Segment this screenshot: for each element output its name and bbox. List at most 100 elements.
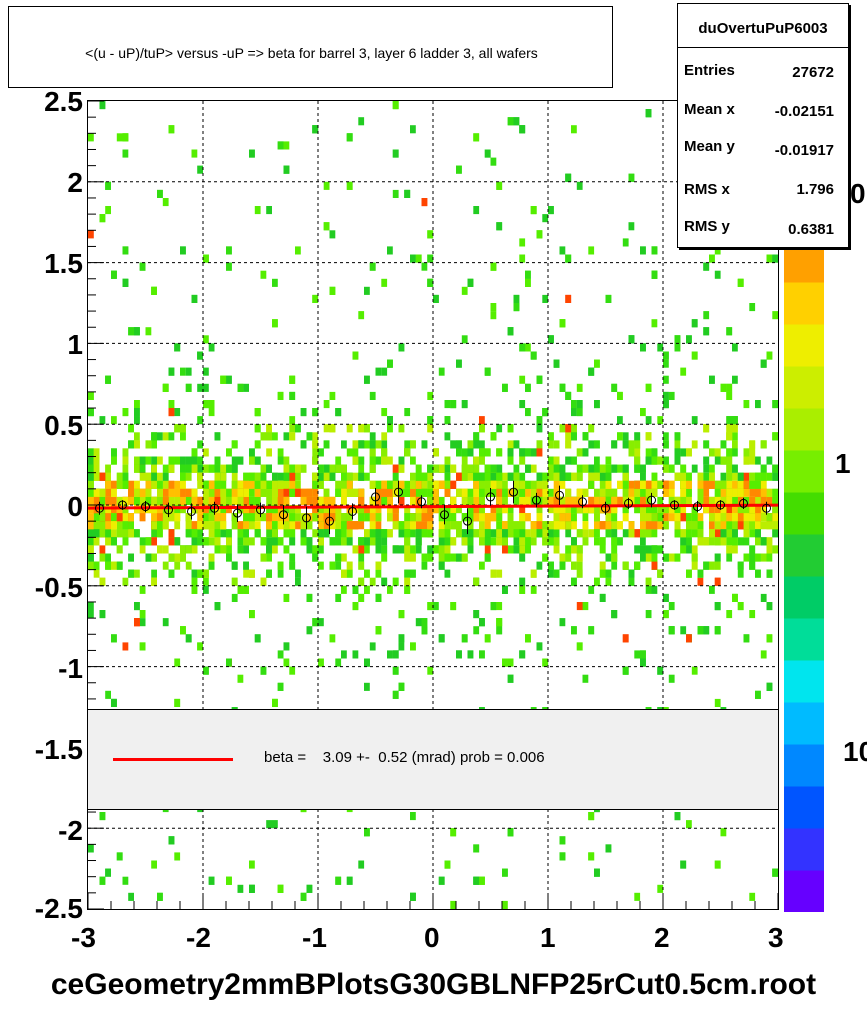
heatmap-cell bbox=[329, 561, 336, 570]
heatmap-cell bbox=[703, 440, 710, 449]
heatmap-cell bbox=[714, 480, 721, 489]
heatmap-cell bbox=[461, 448, 468, 457]
heatmap-cell bbox=[295, 480, 301, 489]
heatmap-cell bbox=[525, 496, 531, 505]
heatmap-cell bbox=[203, 335, 209, 344]
heatmap-cell bbox=[318, 505, 324, 514]
heatmap-cell bbox=[295, 577, 301, 586]
heatmap-cell bbox=[536, 561, 543, 570]
heatmap-cell bbox=[128, 424, 134, 433]
heatmap-cell bbox=[208, 488, 215, 497]
heatmap-cell bbox=[358, 440, 365, 449]
heatmap-cell bbox=[611, 505, 618, 514]
heatmap-cell bbox=[208, 876, 215, 885]
heatmap-cell bbox=[180, 496, 186, 505]
heatmap-cell bbox=[266, 529, 272, 538]
heatmap-cell bbox=[369, 537, 376, 546]
heatmap-cell bbox=[392, 690, 399, 699]
heatmap-cell bbox=[174, 480, 181, 489]
heatmap-cell bbox=[427, 553, 434, 562]
heatmap-cell bbox=[714, 553, 721, 562]
heatmap-cell bbox=[272, 545, 278, 554]
heatmap-cell bbox=[335, 876, 342, 885]
heatmap-cell bbox=[749, 496, 756, 505]
heatmap-cell bbox=[714, 698, 721, 707]
heatmap-cell bbox=[341, 569, 347, 578]
heatmap-cell bbox=[772, 529, 778, 538]
heatmap-cell bbox=[358, 561, 365, 570]
heatmap-cell bbox=[93, 496, 100, 505]
heatmap-cell bbox=[116, 513, 123, 522]
heatmap-cell bbox=[473, 610, 480, 619]
heatmap-cell bbox=[283, 488, 290, 497]
heatmap-cell bbox=[490, 602, 497, 611]
heatmap-cell bbox=[185, 488, 192, 497]
heatmap-cell bbox=[444, 488, 451, 497]
heatmap-cell bbox=[490, 303, 497, 312]
heatmap-cell bbox=[231, 456, 238, 465]
heatmap-cell bbox=[726, 505, 733, 514]
heatmap-cell bbox=[709, 375, 715, 384]
heatmap-cell bbox=[479, 505, 485, 514]
heatmap-cell bbox=[640, 513, 646, 522]
heatmap-cell bbox=[111, 480, 117, 489]
heatmap-cell bbox=[415, 545, 422, 554]
heatmap-cell bbox=[266, 488, 272, 497]
heatmap-cell bbox=[410, 488, 416, 497]
heatmap-cell bbox=[726, 383, 733, 392]
heatmap-cell bbox=[726, 327, 733, 336]
heatmap-cell bbox=[266, 432, 272, 441]
heatmap-cell bbox=[542, 214, 549, 223]
heatmap-cell bbox=[105, 181, 111, 190]
heatmap-cell bbox=[502, 496, 508, 505]
heatmap-cell bbox=[709, 513, 715, 522]
heatmap-cell bbox=[93, 569, 100, 578]
heatmap-cell bbox=[553, 521, 560, 530]
heatmap-cell bbox=[151, 464, 157, 473]
heatmap-cell bbox=[174, 698, 181, 707]
heatmap-cell bbox=[272, 278, 278, 287]
heatmap-cell bbox=[709, 529, 715, 538]
heatmap-cell bbox=[392, 513, 399, 522]
heatmap-cell bbox=[404, 537, 411, 546]
heatmap-cell bbox=[398, 424, 405, 433]
heatmap-cell bbox=[513, 480, 520, 489]
heatmap-cell bbox=[576, 464, 583, 473]
heatmap-cell bbox=[657, 496, 664, 505]
heatmap-cell bbox=[185, 464, 192, 473]
heatmap-cell bbox=[99, 472, 106, 481]
heatmap-cell bbox=[668, 553, 675, 562]
heatmap-cell bbox=[691, 351, 698, 360]
heatmap-cell bbox=[525, 545, 531, 554]
heatmap-cell bbox=[197, 537, 203, 546]
heatmap-cell bbox=[559, 553, 566, 562]
heatmap-cell bbox=[99, 553, 106, 562]
heatmap-cell bbox=[473, 577, 480, 586]
heatmap-cell bbox=[346, 876, 353, 885]
heatmap-cell bbox=[168, 488, 175, 497]
heatmap-cell bbox=[283, 141, 290, 150]
heatmap-cell bbox=[277, 448, 284, 457]
heatmap-cell bbox=[444, 569, 451, 578]
heatmap-cell bbox=[743, 456, 750, 465]
heatmap-cell bbox=[415, 618, 422, 627]
heatmap-cell bbox=[749, 303, 756, 312]
heatmap-cell bbox=[628, 569, 635, 578]
heatmap-cell bbox=[502, 868, 508, 877]
heatmap-cell bbox=[450, 464, 457, 473]
heatmap-cell bbox=[151, 286, 157, 295]
heatmap-cell bbox=[542, 553, 549, 562]
heatmap-cell bbox=[226, 545, 232, 554]
heatmap-cell bbox=[226, 537, 232, 546]
heatmap-cell bbox=[381, 553, 388, 562]
heatmap-cell bbox=[680, 626, 687, 635]
heatmap-cell bbox=[628, 335, 635, 344]
heatmap-cell bbox=[553, 464, 560, 473]
heatmap-cell bbox=[513, 537, 520, 546]
heatmap-cell bbox=[565, 553, 572, 562]
heatmap-cell bbox=[427, 480, 434, 489]
heatmap-cell bbox=[427, 391, 434, 400]
heatmap-cell bbox=[519, 488, 526, 497]
heatmap-cell bbox=[450, 537, 457, 546]
heatmap-cell bbox=[358, 424, 365, 433]
